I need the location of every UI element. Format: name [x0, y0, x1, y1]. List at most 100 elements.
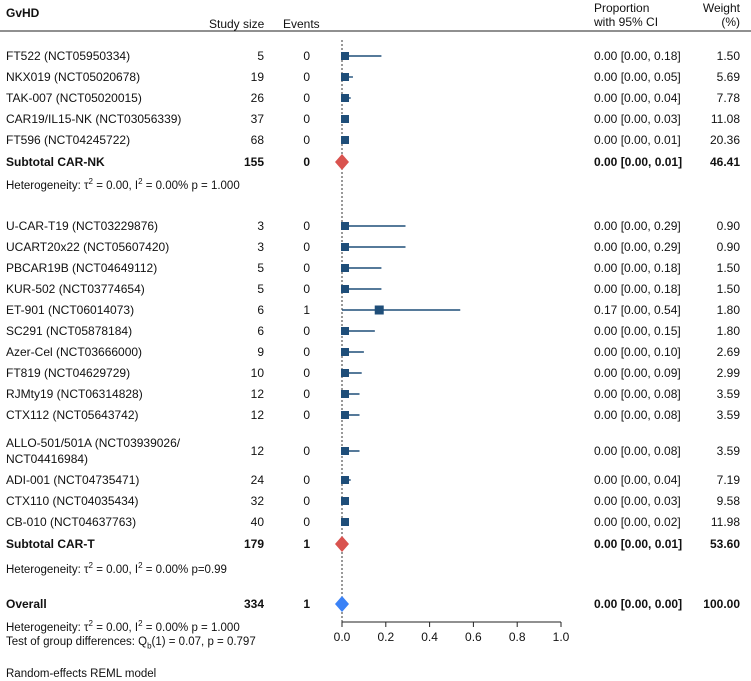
study-marker — [341, 327, 349, 335]
study-label: FT522 (NCT05950334) — [6, 49, 131, 63]
study-marker — [341, 348, 349, 356]
study-marker — [341, 73, 349, 81]
study-marker — [341, 94, 349, 102]
column-header-ci-line2: with 95% CI — [594, 15, 659, 29]
column-header-weight-line1: Weight — [702, 1, 740, 15]
study-ci: 0.00 [0.00, 0.10] — [594, 345, 681, 359]
study-ci: 0.00 [0.00, 0.01] — [594, 133, 681, 147]
study-label: KUR-502 (NCT03774654) — [6, 282, 145, 296]
study-events: 0 — [303, 282, 310, 296]
study-events: 0 — [303, 515, 310, 529]
study-events: 0 — [303, 444, 310, 458]
study-weight: 7.19 — [716, 473, 740, 487]
study-marker — [341, 411, 349, 419]
study-marker — [341, 390, 349, 398]
study-marker — [341, 115, 349, 123]
study-marker — [341, 518, 349, 526]
study-events: 0 — [303, 49, 310, 63]
study-weight: 1.50 — [716, 261, 740, 275]
study-marker — [341, 52, 349, 60]
subtotal-car-nk-label: Subtotal CAR-NK — [6, 155, 105, 169]
x-axis-tick-label: 1.0 — [553, 630, 570, 644]
study-size: 3 — [257, 219, 264, 233]
study-events: 0 — [303, 473, 310, 487]
study-weight: 1.80 — [716, 303, 740, 317]
study-weight: 0.90 — [716, 219, 740, 233]
study-events: 0 — [303, 112, 310, 126]
study-marker — [341, 222, 349, 230]
overall-weight: 100.00 — [703, 597, 740, 611]
subtotal-car-t-weight: 53.60 — [709, 537, 740, 551]
subtotal-car-t-diamond — [335, 536, 349, 552]
study-events: 0 — [303, 387, 310, 401]
subtotal-car-t-size: 179 — [243, 537, 264, 551]
study-events: 0 — [303, 91, 310, 105]
study-marker — [341, 447, 349, 455]
study-marker — [341, 264, 349, 272]
study-weight: 3.59 — [716, 408, 740, 422]
study-size: 40 — [250, 515, 264, 529]
study-label: RJMty19 (NCT06314828) — [6, 387, 143, 401]
heterogeneity-car-t: Heterogeneity: τ2 = 0.00, I2 = 0.00% p=0… — [6, 561, 227, 576]
study-ci: 0.00 [0.00, 0.04] — [594, 91, 681, 105]
subtotal-car-t-ci: 0.00 [0.00, 0.01] — [594, 537, 683, 551]
study-weight: 7.78 — [716, 91, 740, 105]
study-label: ADI-001 (NCT04735471) — [6, 473, 140, 487]
study-label: FT596 (NCT04245722) — [6, 133, 131, 147]
study-marker — [341, 497, 349, 505]
subtotal-car-t-events: 1 — [303, 537, 310, 551]
study-weight: 11.98 — [710, 515, 740, 529]
column-header-ci-line1: Proportion — [594, 1, 650, 15]
study-weight: 3.59 — [716, 387, 740, 401]
study-events: 0 — [303, 324, 310, 338]
study-weight: 1.50 — [716, 282, 740, 296]
study-ci: 0.00 [0.00, 0.03] — [594, 112, 681, 126]
study-weight: 1.50 — [716, 49, 740, 63]
study-label: Azer-Cel (NCT03666000) — [6, 345, 143, 359]
x-axis-tick-label: 0.2 — [377, 630, 394, 644]
study-label: UCART20x22 (NCT05607420) — [6, 240, 170, 254]
study-size: 12 — [250, 387, 264, 401]
subtotal-car-nk-ci: 0.00 [0.00, 0.01] — [594, 155, 683, 169]
study-ci: 0.00 [0.00, 0.08] — [594, 408, 681, 422]
study-label: ET-901 (NCT06014073) — [6, 303, 135, 317]
study-marker — [341, 369, 349, 377]
study-marker — [341, 285, 349, 293]
x-axis-tick-label: 0.4 — [421, 630, 438, 644]
heterogeneity-car-nk: Heterogeneity: τ2 = 0.00, I2 = 0.00% p =… — [6, 177, 240, 192]
column-header-study-size: Study size — [209, 17, 265, 31]
study-events: 0 — [303, 366, 310, 380]
study-weight: 3.59 — [716, 444, 740, 458]
study-events: 0 — [303, 408, 310, 422]
study-events: 0 — [303, 70, 310, 84]
study-marker — [374, 305, 384, 315]
overall-events: 1 — [303, 597, 310, 611]
study-size: 12 — [250, 444, 264, 458]
subtotal-car-nk-weight: 46.41 — [709, 155, 740, 169]
study-size: 3 — [257, 240, 264, 254]
study-ci: 0.00 [0.00, 0.15] — [594, 324, 681, 338]
study-label: CAR19/IL15-NK (NCT03056339) — [6, 112, 182, 126]
study-ci: 0.00 [0.00, 0.09] — [594, 366, 681, 380]
study-marker — [341, 476, 349, 484]
study-events: 0 — [303, 345, 310, 359]
study-weight: 11.08 — [710, 112, 740, 126]
study-ci: 0.00 [0.00, 0.08] — [594, 444, 681, 458]
study-size: 9 — [257, 345, 264, 359]
study-ci: 0.00 [0.00, 0.05] — [594, 70, 681, 84]
subtotal-car-nk-events: 0 — [303, 155, 310, 169]
study-ci: 0.00 [0.00, 0.18] — [594, 261, 681, 275]
study-label: NKX019 (NCT05020678) — [6, 70, 141, 84]
study-ci: 0.17 [0.00, 0.54] — [594, 303, 681, 317]
study-size: 5 — [257, 261, 264, 275]
study-label: ALLO-501/501A (NCT03939026/ — [6, 436, 181, 450]
x-axis-tick-label: 0.8 — [509, 630, 526, 644]
x-axis-tick-label: 0.0 — [334, 630, 351, 644]
study-label: U-CAR-T19 (NCT03229876) — [6, 219, 159, 233]
study-label: CTX112 (NCT05643742) — [6, 408, 139, 422]
study-label-line2: NCT04416984) — [6, 452, 89, 466]
study-label: CB-010 (NCT04637763) — [6, 515, 137, 529]
study-size: 10 — [250, 366, 264, 380]
study-label: PBCAR19B (NCT04649112) — [6, 261, 158, 275]
